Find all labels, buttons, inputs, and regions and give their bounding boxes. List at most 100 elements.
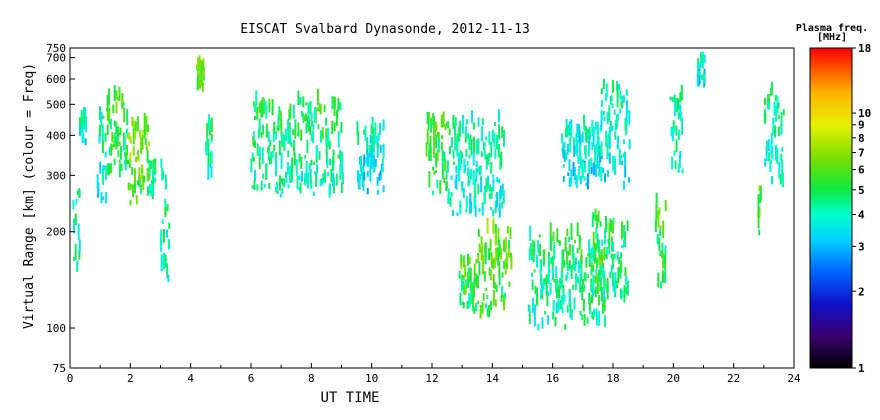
echo-trace [467, 181, 470, 187]
echo-trace [305, 113, 307, 122]
echo-trace [758, 185, 761, 191]
echo-trace [677, 163, 680, 173]
echo-trace [315, 173, 318, 187]
echo-trace [364, 125, 367, 141]
echo-trace [626, 285, 629, 296]
echo-trace [316, 107, 319, 111]
echo-trace [263, 98, 265, 114]
echo-trace [588, 159, 591, 174]
echo-trace [626, 280, 629, 288]
echo-trace [618, 157, 621, 165]
echo-trace [465, 208, 468, 213]
echo-trace [310, 179, 313, 190]
echo-trace [288, 109, 291, 121]
echo-trace [99, 161, 102, 174]
echo-trace [382, 185, 385, 193]
echo-trace [118, 159, 121, 163]
echo-trace [283, 135, 286, 149]
echo-trace [332, 172, 334, 187]
echo-trace [468, 256, 471, 264]
echo-trace [467, 253, 469, 266]
echo-trace [600, 249, 603, 261]
echo-trace [616, 83, 619, 96]
echo-trace [430, 121, 432, 133]
echo-trace [96, 174, 99, 189]
echo-trace [594, 122, 597, 130]
echo-trace [307, 115, 310, 121]
echo-trace [481, 118, 484, 126]
echo-trace [555, 265, 558, 279]
echo-trace [294, 119, 297, 132]
colorbar-tick-label: 6 [858, 164, 865, 177]
echo-trace [462, 281, 465, 290]
echo-trace [780, 111, 783, 129]
colorbar-tick-label: 18 [858, 42, 871, 55]
echo-trace [477, 278, 479, 288]
echo-trace [299, 97, 302, 105]
echo-trace [477, 138, 480, 155]
echo-trace [280, 121, 283, 137]
echo-trace [501, 285, 504, 297]
echo-trace [262, 124, 264, 128]
echo-trace [601, 267, 604, 279]
echo-trace [481, 202, 484, 211]
echo-trace [312, 130, 314, 143]
echo-trace [325, 117, 328, 126]
echo-trace [580, 249, 583, 258]
echo-trace [281, 132, 284, 146]
echo-trace [279, 193, 282, 198]
echo-trace [566, 251, 569, 265]
echo-trace [108, 163, 111, 175]
echo-trace [591, 120, 594, 137]
echo-trace [290, 142, 293, 148]
echo-trace [131, 167, 134, 175]
echo-trace [604, 173, 606, 183]
echo-trace [470, 290, 473, 302]
echo-trace [498, 239, 501, 257]
echo-trace [764, 97, 766, 106]
echo-trace [481, 205, 484, 216]
x-axis-ticks: 0 2 4 6 8 10 12 14 16 18 20 22 24 [67, 363, 801, 385]
echo-trace [544, 277, 547, 285]
echo-trace [253, 103, 256, 113]
echo-trace [625, 287, 627, 294]
echo-trace [76, 260, 79, 266]
echo-trace [134, 130, 137, 140]
echo-trace [552, 266, 554, 277]
x-tick-label: 4 [187, 372, 194, 385]
echo-trace [254, 169, 256, 181]
echo-trace [98, 134, 101, 144]
echo-trace [701, 74, 703, 81]
echo-trace [142, 175, 145, 191]
echo-trace [485, 136, 488, 141]
echo-trace [498, 109, 500, 123]
echo-trace [569, 302, 572, 318]
echo-trace [444, 124, 447, 130]
echo-trace [497, 144, 500, 158]
echo-trace [369, 134, 372, 144]
echo-trace [445, 122, 448, 127]
echo-trace [583, 127, 586, 131]
echo-trace [316, 164, 319, 175]
echo-trace [256, 184, 259, 191]
echo-trace [265, 105, 268, 119]
echo-trace [450, 192, 453, 197]
echo-trace [200, 71, 203, 86]
echo-trace [207, 162, 210, 180]
echo-trace [279, 177, 282, 185]
echo-trace [492, 217, 495, 234]
echo-trace [467, 133, 470, 139]
echo-trace [207, 176, 210, 180]
echo-trace [296, 176, 299, 190]
echo-trace [673, 127, 676, 131]
echo-trace [492, 290, 495, 306]
echo-trace [608, 105, 611, 122]
echo-trace [560, 280, 563, 284]
echo-trace [320, 130, 322, 143]
echo-trace [451, 209, 454, 216]
echo-trace [546, 294, 549, 307]
echo-trace [164, 207, 167, 218]
echo-trace [474, 190, 477, 198]
echo-trace [566, 228, 569, 237]
echo-trace [369, 172, 372, 178]
